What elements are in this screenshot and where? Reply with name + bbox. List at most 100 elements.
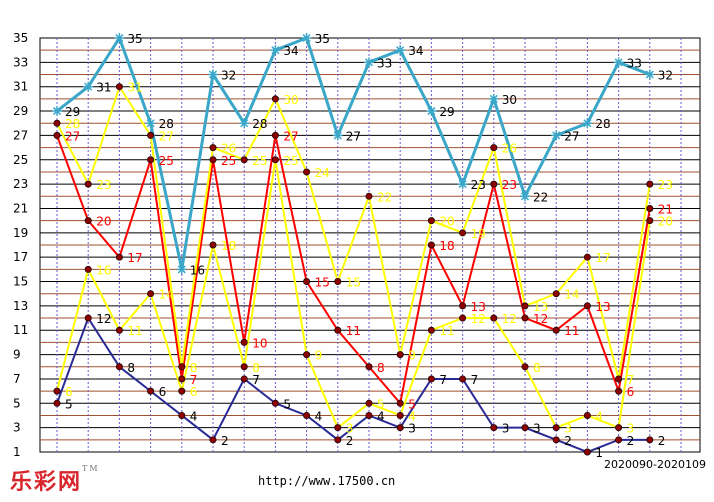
series-1-value-label: 28	[159, 117, 174, 131]
series-3-value-label: 26	[221, 142, 236, 156]
series-4-marker	[365, 399, 373, 407]
star-marker-path	[332, 130, 343, 141]
y-tick-label: 19	[13, 226, 28, 240]
series-2-value-label: 23	[502, 178, 517, 192]
site-url[interactable]: http://www.17500.cn	[258, 474, 396, 488]
series-3-marker	[303, 168, 311, 176]
series-1-value-label: 29	[65, 105, 80, 119]
series-3-value-label: 23	[96, 178, 111, 192]
series-4-value-label: 8	[533, 361, 541, 375]
series-4-value-label: 12	[502, 312, 517, 326]
series-5-line	[56, 315, 650, 454]
series-3-marker	[521, 302, 529, 310]
series-3-marker	[209, 144, 217, 152]
series-4-value-label: 11	[127, 324, 142, 338]
series-3-marker	[552, 290, 560, 298]
series-5-value-label: 12	[96, 312, 111, 326]
series-2-value-label: 7	[190, 373, 198, 387]
series-4-marker	[646, 217, 654, 225]
series-3-marker	[115, 83, 123, 91]
series-1-value-label: 35	[127, 32, 142, 46]
series-3-marker	[240, 156, 248, 164]
series-1-marker	[145, 118, 156, 129]
y-tick-label: 9	[13, 348, 21, 362]
series-5-marker	[178, 411, 186, 419]
series-1-value-label: 16	[190, 263, 205, 277]
star-marker-path	[395, 45, 406, 56]
series-3-marker	[178, 363, 186, 371]
series-1-value-label: 34	[283, 44, 298, 58]
series-2-line	[56, 135, 651, 406]
series-4-value-label: 16	[96, 263, 111, 277]
series-5-value-label: 2	[658, 434, 666, 448]
series-2-value-label: 13	[595, 300, 610, 314]
series-5-value-label: 3	[502, 422, 510, 436]
series-5-marker	[209, 436, 217, 444]
series-1-marker	[426, 106, 437, 117]
y-tick-label: 33	[13, 55, 28, 69]
series-2-value-label: 5	[408, 397, 416, 411]
series-1-marker	[301, 33, 312, 43]
star-marker-path	[426, 106, 437, 117]
series-2-marker	[396, 399, 404, 407]
star-marker-path	[644, 69, 655, 80]
series-4-marker	[552, 424, 560, 432]
y-tick-label: 7	[13, 372, 21, 386]
series-3-value-label: 23	[658, 178, 673, 192]
series-2-value-label: 17	[127, 251, 142, 265]
series-2-marker	[490, 180, 498, 188]
series-3-marker	[615, 375, 623, 383]
star-marker-path	[239, 118, 250, 129]
star-marker-path	[551, 130, 562, 141]
series-4-value-label: 4	[408, 409, 416, 423]
series-5-value-label: 7	[471, 373, 479, 387]
series-5-marker	[365, 411, 373, 419]
series-2-marker	[334, 326, 342, 334]
series-1-value-label: 35	[315, 32, 330, 46]
series-1-value-label: 30	[502, 93, 517, 107]
series-2-value-label: 11	[564, 324, 579, 338]
series-2-value-label: 12	[533, 312, 548, 326]
series-5-value-label: 6	[159, 385, 167, 399]
series-1-marker	[457, 179, 468, 190]
series-2-value-label: 18	[439, 239, 454, 253]
y-tick-label: 1	[13, 445, 21, 459]
series-3-marker	[427, 217, 435, 225]
logo: 乐彩网TM	[10, 464, 100, 496]
series-1-value-label: 31	[96, 81, 111, 95]
series-4-value-label: 4	[595, 409, 603, 423]
y-tick-label: 5	[13, 396, 21, 410]
series-1-marker	[52, 106, 62, 117]
series-2-marker	[53, 131, 61, 139]
series-2-marker	[240, 338, 248, 346]
series-2-value-label: 15	[315, 276, 330, 290]
series-4-marker	[521, 363, 529, 371]
series-2-marker	[583, 302, 591, 310]
series-5-value-label: 2	[627, 434, 635, 448]
series-1-marker	[364, 57, 374, 68]
series-5-marker	[427, 375, 435, 383]
series-4-value-label: 3	[346, 422, 354, 436]
series-3-marker	[53, 119, 61, 127]
series-1-value-label: 28	[595, 117, 610, 131]
series-4-value-label: 12	[471, 312, 486, 326]
logo-tm: TM	[82, 464, 100, 473]
series-4-marker	[396, 411, 404, 419]
series-1-value-label: 33	[627, 56, 642, 70]
y-tick-label: 31	[13, 80, 28, 94]
series-5-marker	[303, 411, 311, 419]
series-2-marker	[147, 156, 155, 164]
series-1-value-label: 29	[439, 105, 454, 119]
series-5-marker	[521, 424, 529, 432]
star-marker-path	[208, 69, 218, 80]
star-marker-path	[176, 264, 187, 275]
series-3-marker	[396, 351, 404, 359]
series-5-marker	[115, 363, 123, 371]
logo-text: 乐彩网	[10, 469, 83, 495]
series-2-value-label: 6	[627, 385, 635, 399]
series-3-value-label: 26	[502, 142, 517, 156]
series-2-value-label: 20	[96, 215, 111, 229]
series-3-value-label: 20	[439, 215, 454, 229]
series-4-value-label: 6	[65, 385, 73, 399]
series-2-marker	[303, 278, 311, 286]
